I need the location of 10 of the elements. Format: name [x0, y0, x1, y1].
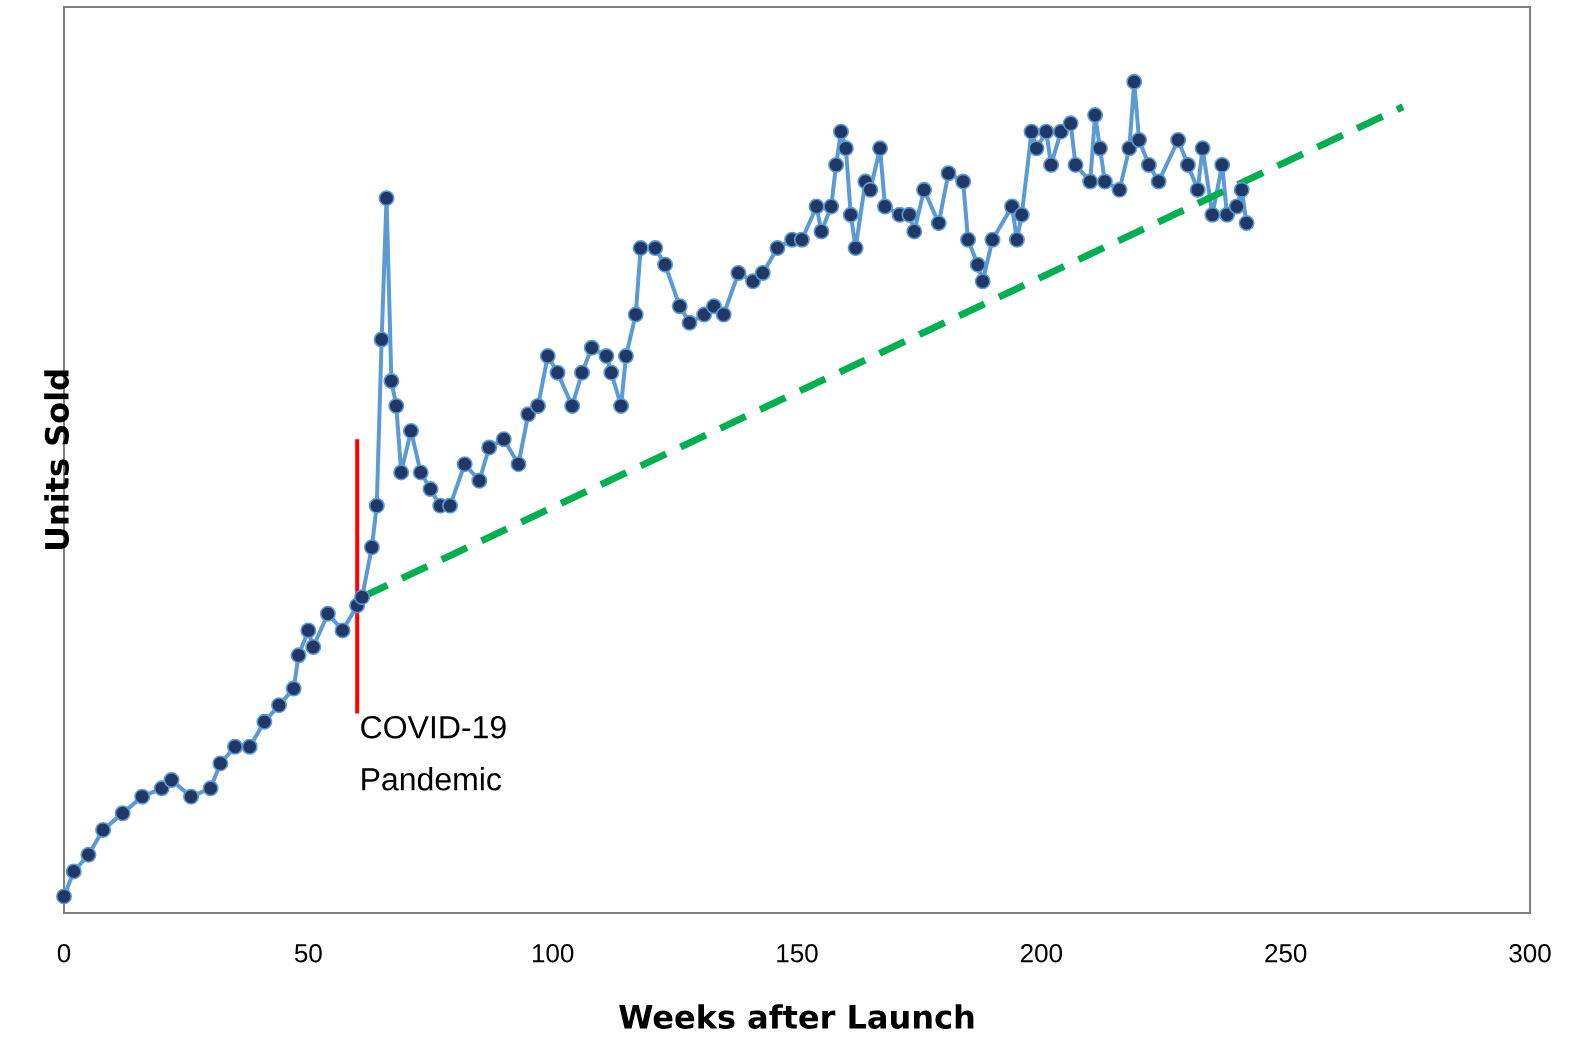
- x-tick-label: 0: [57, 944, 71, 963]
- x-axis-title: Weeks after Launch: [619, 1004, 974, 1029]
- y-axis-title: Units Sold: [44, 370, 69, 550]
- x-tick-label: 150: [777, 944, 818, 963]
- x-tick-label: 50: [294, 944, 322, 963]
- x-tick-label: 300: [1509, 944, 1551, 963]
- x-tick-label: 250: [1265, 944, 1307, 963]
- x-tick-label: 200: [1020, 944, 1062, 963]
- x-tick-label: 100: [532, 944, 574, 963]
- ref-line-label: COVID-19 Pandemic: [361, 715, 506, 791]
